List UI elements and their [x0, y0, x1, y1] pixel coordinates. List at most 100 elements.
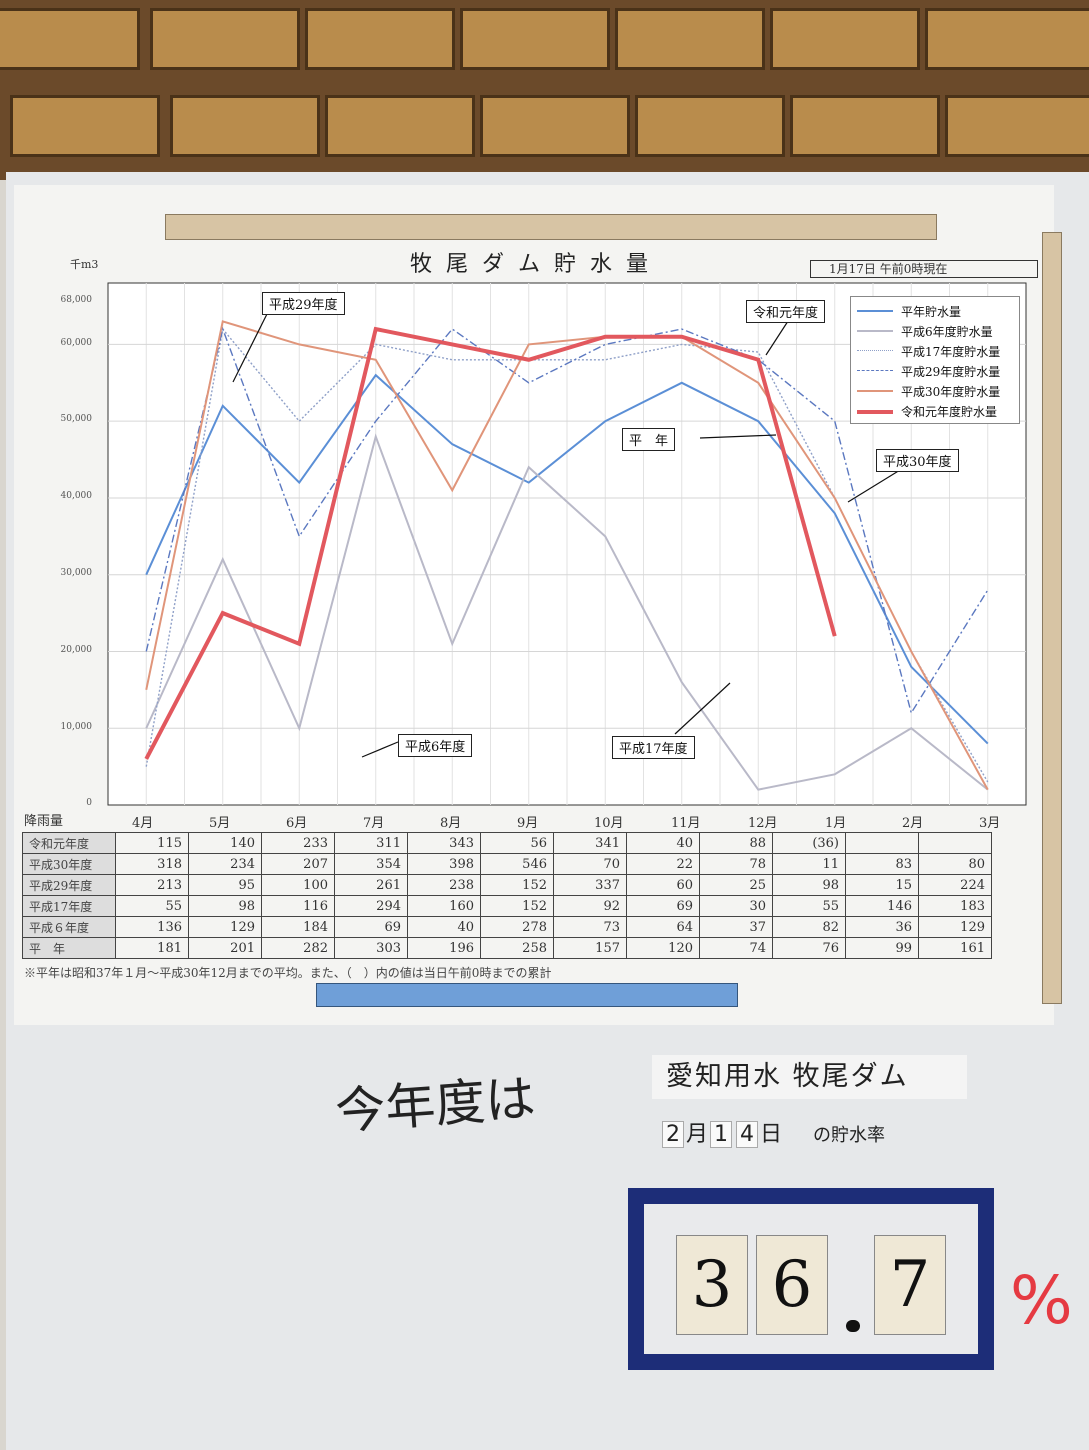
table-cell: 129: [919, 917, 992, 938]
table-cell: 183: [919, 896, 992, 917]
month-label: 10月: [594, 812, 624, 831]
table-cell: 15: [846, 875, 919, 896]
table-cell: 146: [846, 896, 919, 917]
day-unit: 日: [760, 1122, 782, 1147]
legend-entry: 平成17年度貯水量: [851, 341, 1019, 361]
digit-card-2: 6: [756, 1235, 828, 1335]
table-cell: 116: [262, 896, 335, 917]
legend-label: 令和元年度貯水量: [901, 403, 997, 420]
table-cell: 294: [335, 896, 408, 917]
table-cell: [919, 833, 992, 854]
table-cell: 258: [481, 938, 554, 959]
table-cell: 318: [116, 854, 189, 875]
table-cell: 278: [481, 917, 554, 938]
month-unit: 月: [686, 1122, 708, 1147]
table-cell: 120: [627, 938, 700, 959]
callout-heinen: 平 年: [622, 428, 675, 451]
table-cell: 282: [262, 938, 335, 959]
table-cell: 343: [408, 833, 481, 854]
row-label: 平成６年度: [23, 917, 116, 938]
table-cell: 80: [919, 854, 992, 875]
row-label: 令和元年度: [23, 833, 116, 854]
month-label: 6月: [286, 812, 307, 831]
table-cell: 224: [919, 875, 992, 896]
callout-h29: 平成29年度: [262, 292, 345, 315]
digit-card-3: 7: [874, 1235, 946, 1335]
table-cell: [846, 833, 919, 854]
table-cell: 30: [700, 896, 773, 917]
footnote: ※平年は昭和37年１月～平成30年12月までの平均。また、（ ）内の値は当日午前…: [24, 964, 551, 981]
legend-swatch: [857, 410, 893, 414]
bottom-ruler: [316, 983, 738, 1007]
table-cell: 152: [481, 896, 554, 917]
row-label: 平成29年度: [23, 875, 116, 896]
month-label: 12月: [748, 812, 778, 831]
table-cell: 69: [335, 917, 408, 938]
legend-swatch: [857, 390, 893, 392]
legend-entry: 平成29年度貯水量: [851, 361, 1019, 381]
table-cell: 196: [408, 938, 481, 959]
table-cell: 207: [262, 854, 335, 875]
digit-card-1: 3: [676, 1235, 748, 1335]
table-cell: 92: [554, 896, 627, 917]
table-cell: 64: [627, 917, 700, 938]
month-label: 5月: [209, 812, 230, 831]
day-card-1: 1: [710, 1121, 732, 1148]
table-cell: 40: [627, 833, 700, 854]
legend-label: 平成6年度貯水量: [901, 323, 993, 340]
table-cell: 55: [773, 896, 846, 917]
table-cell: 261: [335, 875, 408, 896]
callout-h6: 平成6年度: [398, 734, 472, 757]
table-cell: 129: [189, 917, 262, 938]
table-cell: 98: [773, 875, 846, 896]
table-cell: 83: [846, 854, 919, 875]
table-cell: 82: [773, 917, 846, 938]
table-cell: 37: [700, 917, 773, 938]
table-cell: 115: [116, 833, 189, 854]
handwritten-text: 今年度は: [333, 1058, 538, 1144]
table-cell: 73: [554, 917, 627, 938]
table-cell: 546: [481, 854, 554, 875]
table-cell: 161: [919, 938, 992, 959]
month-label: 1月: [825, 812, 846, 831]
legend-entry: 令和元年度貯水量: [851, 401, 1019, 421]
month-label: 11月: [671, 812, 701, 831]
legend-label: 平成29年度貯水量: [901, 363, 1000, 380]
table-cell: 70: [554, 854, 627, 875]
legend-swatch: [857, 330, 893, 332]
callout-r1: 令和元年度: [746, 300, 825, 323]
table-cell: 213: [116, 875, 189, 896]
table-row: 平成30年度 318 234 207 354 398 546 70 22 78 11 83 80: [23, 854, 992, 875]
row-label: 平成30年度: [23, 854, 116, 875]
month-card: 2: [662, 1121, 684, 1148]
legend-swatch: [857, 350, 893, 351]
month-label: 8月: [440, 812, 461, 831]
table-cell: 140: [189, 833, 262, 854]
table-cell: 95: [189, 875, 262, 896]
table-cell: 22: [627, 854, 700, 875]
day-card-2: 4: [736, 1121, 758, 1148]
legend-label: 平成30年度貯水量: [901, 383, 1000, 400]
callout-h17: 平成17年度: [612, 736, 695, 759]
table-cell: 40: [408, 917, 481, 938]
chart-legend: 平年貯水量 平成6年度貯水量 平成17年度貯水量 平成29年度貯水量 平成30年度貯水量…: [850, 296, 1020, 424]
table-row: 令和元年度 115 140 233 311 343 56 341 40 88 (36): [23, 833, 992, 854]
month-label: 3月: [979, 812, 1000, 831]
legend-swatch: [857, 370, 893, 371]
table-cell: 99: [846, 938, 919, 959]
table-cell: 354: [335, 854, 408, 875]
dam-name-sign: 愛知用水 牧尾ダム: [652, 1055, 967, 1099]
month-label: 7月: [363, 812, 384, 831]
percent-sign: %: [1010, 1262, 1073, 1339]
table-cell: 157: [554, 938, 627, 959]
table-cell: 398: [408, 854, 481, 875]
month-label: 2月: [902, 812, 923, 831]
table-cell: 76: [773, 938, 846, 959]
table-cell: 78: [700, 854, 773, 875]
table-cell: 11: [773, 854, 846, 875]
table-cell: 74: [700, 938, 773, 959]
table-cell: 337: [554, 875, 627, 896]
rate-label: の貯水率: [813, 1125, 885, 1146]
legend-label: 平成17年度貯水量: [901, 343, 1000, 360]
row-label: 平 年: [23, 938, 116, 959]
